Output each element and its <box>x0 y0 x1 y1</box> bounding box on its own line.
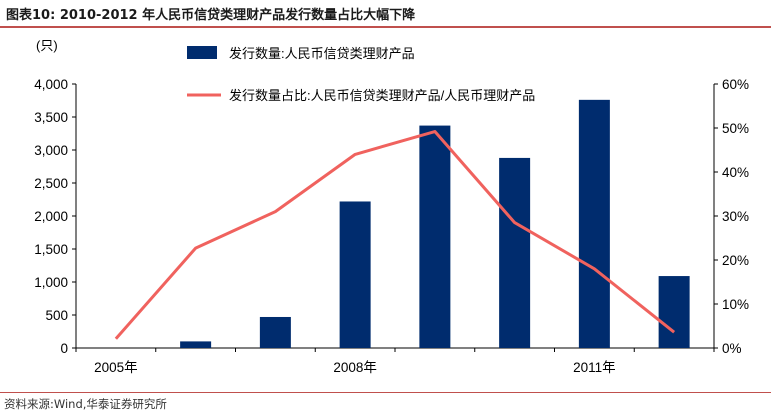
legend-line-label: 发行数量占比:人民币信贷类理财产品/人民币理财产品 <box>229 88 535 103</box>
legend-bar-swatch <box>187 46 217 59</box>
legend-bar-label: 发行数量:人民币信贷类理财产品 <box>229 46 415 61</box>
x-tick-label: 2011年 <box>573 360 616 375</box>
left-tick-label: 3,000 <box>34 143 68 158</box>
bar <box>340 201 371 348</box>
bar <box>260 317 291 348</box>
left-tick-label: 3,500 <box>34 110 68 125</box>
left-tick-label: 2,500 <box>34 176 68 191</box>
chart-legend: 发行数量:人民币信贷类理财产品发行数量占比:人民币信贷类理财产品/人民币理财产品 <box>187 46 535 103</box>
left-tick-label: 2,000 <box>34 209 68 224</box>
bar <box>579 100 610 348</box>
bar <box>419 126 450 348</box>
source-note: 资料来源:Wind,华泰证券研究所 <box>4 396 167 412</box>
bar <box>499 158 530 348</box>
bar-series <box>180 100 690 348</box>
left-axis-unit: (只) <box>36 38 58 53</box>
right-tick-label: 20% <box>722 253 749 268</box>
bar <box>180 341 211 348</box>
right-tick-label: 60% <box>722 77 749 92</box>
left-tick-label: 0 <box>60 341 68 356</box>
left-tick-label: 1,500 <box>34 242 68 257</box>
right-tick-label: 40% <box>722 165 749 180</box>
bar <box>659 276 690 348</box>
right-tick-label: 30% <box>722 209 749 224</box>
left-tick-label: 1,000 <box>34 275 68 290</box>
x-tick-label: 2005年 <box>94 360 138 375</box>
right-tick-label: 50% <box>722 121 749 136</box>
right-tick-label: 10% <box>722 297 749 312</box>
x-tick-label: 2008年 <box>333 360 377 375</box>
left-tick-label: 4,000 <box>34 77 68 92</box>
chart: 0 500 1,000 1,500 2,000 2,500 3,000 3,500 4,000 (… <box>0 0 771 392</box>
right-tick-label: 0% <box>722 341 742 356</box>
left-tick-label: 500 <box>45 308 68 323</box>
